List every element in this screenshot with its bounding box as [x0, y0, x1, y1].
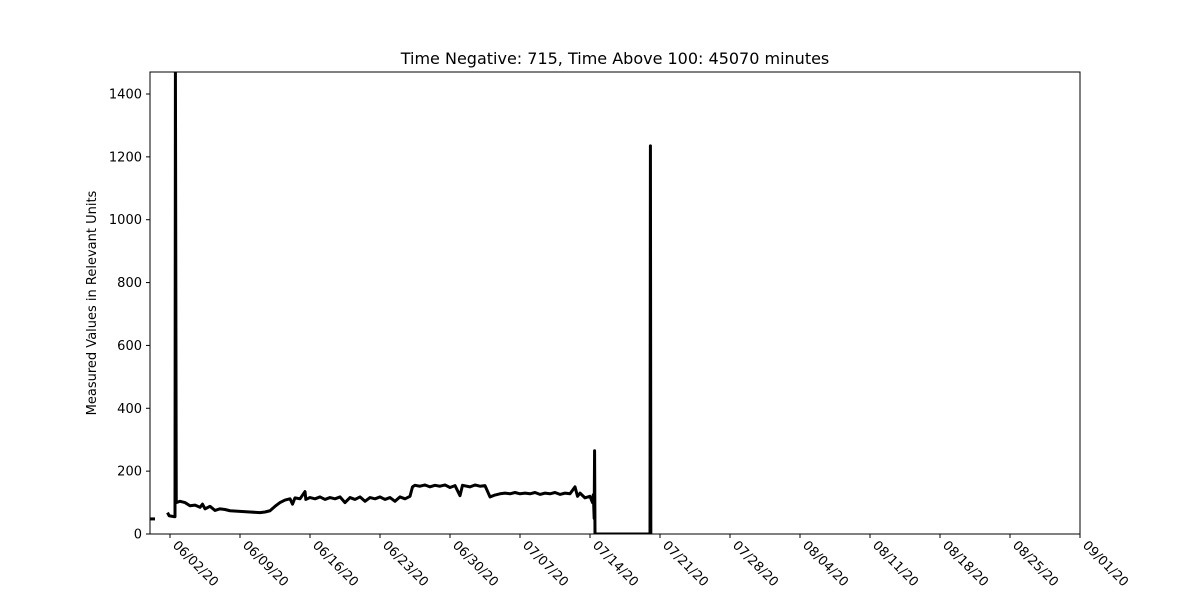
series-group: [150, 72, 653, 534]
series-line: [166, 72, 653, 534]
y-axis-label: Measured Values in Relevant Units: [85, 190, 100, 415]
x-tick-label: 09/01/20: [1079, 538, 1131, 590]
y-tick-label: 0: [134, 528, 142, 543]
y-tick-label: 200: [117, 465, 142, 480]
y-tick-label: 1200: [109, 150, 142, 165]
y-tick-label: 800: [117, 276, 142, 291]
y-tick-label: 400: [117, 402, 142, 417]
x-tick-label: 08/25/20: [1009, 538, 1061, 590]
plot-area: [150, 72, 653, 534]
x-tick-label: 06/09/20: [239, 538, 291, 590]
x-tick-label: 06/16/20: [309, 538, 361, 590]
x-tick-label: 06/30/20: [449, 538, 501, 590]
x-tick-label: 07/21/20: [659, 538, 711, 590]
x-axis-ticks: 06/02/20 06/09/20 06/16/20 06/23/20 06/30/20…: [169, 534, 1131, 590]
x-tick-label: 08/04/20: [799, 538, 851, 590]
x-tick-label: 08/18/20: [939, 538, 991, 590]
plot-frame: [149, 71, 1081, 535]
x-tick-label: 07/14/20: [589, 538, 641, 590]
x-tick-label: 08/11/20: [869, 538, 921, 590]
y-tick-label: 600: [117, 339, 142, 354]
x-tick-label: 06/02/20: [169, 538, 221, 590]
x-tick-label: 07/07/20: [519, 538, 571, 590]
x-tick-label: 07/28/20: [729, 538, 781, 590]
y-axis-ticks: 0 200 400 600 800 1000 1200 1400: [109, 88, 150, 543]
x-tick-label: 06/23/20: [379, 538, 431, 590]
y-tick-label: 1000: [109, 213, 142, 228]
y-tick-label: 1400: [109, 88, 142, 103]
chart-title: Time Negative: 715, Time Above 100: 4507…: [400, 49, 830, 68]
